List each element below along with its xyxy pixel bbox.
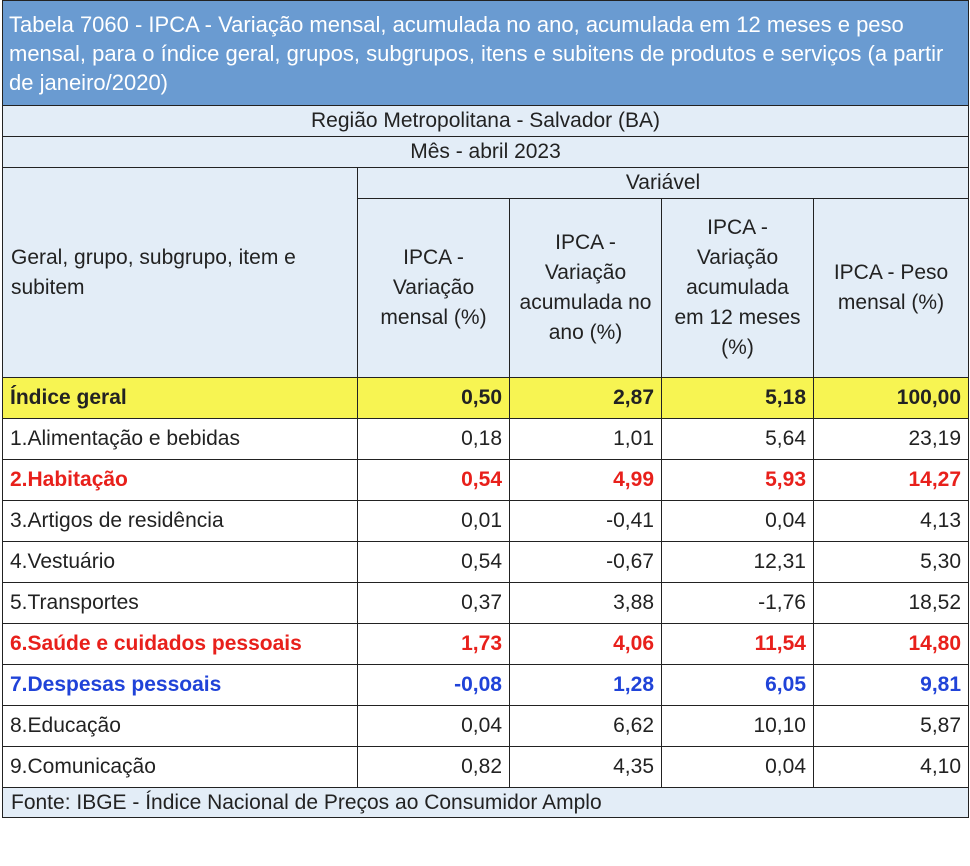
table-row: 7.Despesas pessoais -0,08 1,28 6,05 9,81 <box>2 664 970 706</box>
row-label: 2.Habitação <box>2 459 358 501</box>
cell-value: 2,87 <box>509 377 662 419</box>
cell-value: 0,54 <box>357 459 510 501</box>
cell-value: -0,41 <box>509 500 662 542</box>
table-row: 6.Saúde e cuidados pessoais 1,73 4,06 11… <box>2 623 970 665</box>
row-label: 4.Vestuário <box>2 541 358 583</box>
column-header-ytd: IPCA - Variação acumulada no ano (%) <box>509 198 662 378</box>
row-label: 8.Educação <box>2 705 358 747</box>
ipca-table-container: Tabela 7060 - IPCA - Variação mensal, ac… <box>1 0 970 818</box>
column-header-12m: IPCA - Variação acumulada em 12 meses (%… <box>661 198 814 378</box>
cell-value: 0,04 <box>661 746 814 788</box>
cell-value: 12,31 <box>661 541 814 583</box>
cell-value: 0,04 <box>661 500 814 542</box>
row-label: 3.Artigos de residência <box>2 500 358 542</box>
cell-value: 5,64 <box>661 418 814 460</box>
table-row: 1.Alimentação e bebidas 0,18 1,01 5,64 2… <box>2 418 970 460</box>
cell-value: 6,05 <box>661 664 814 706</box>
cell-value: 6,62 <box>509 705 662 747</box>
cell-value: 0,01 <box>357 500 510 542</box>
table-row: 9.Comunicação 0,82 4,35 0,04 4,10 <box>2 746 970 788</box>
cell-value: -0,67 <box>509 541 662 583</box>
cell-value: -1,76 <box>661 582 814 624</box>
cell-value: -0,08 <box>357 664 510 706</box>
table-row: 4.Vestuário 0,54 -0,67 12,31 5,30 <box>2 541 970 583</box>
cell-value: 4,13 <box>812 500 970 542</box>
cell-value: 0,18 <box>357 418 510 460</box>
cell-value: 23,19 <box>812 418 970 460</box>
cell-value: 5,30 <box>812 541 970 583</box>
cell-value: 1,01 <box>509 418 662 460</box>
cell-value: 9,81 <box>812 664 970 706</box>
cell-value: 14,27 <box>812 459 970 501</box>
cell-value: 3,88 <box>509 582 662 624</box>
table-row: Índice geral 0,50 2,87 5,18 100,00 <box>2 377 970 419</box>
table-row: 3.Artigos de residência 0,01 -0,41 0,04 … <box>2 500 970 542</box>
cell-value: 5,93 <box>661 459 814 501</box>
row-label: 5.Transportes <box>2 582 358 624</box>
cell-value: 0,82 <box>357 746 510 788</box>
month-label: Mês - abril 2023 <box>1 136 970 168</box>
cell-value: 1,73 <box>357 623 510 665</box>
row-label: Índice geral <box>2 377 358 419</box>
cell-value: 0,04 <box>357 705 510 747</box>
row-header: Geral, grupo, subgrupo, item e subitem <box>2 167 358 378</box>
variable-header: Variável <box>356 167 970 199</box>
cell-value: 1,28 <box>509 664 662 706</box>
source-row: Fonte: IBGE - Índice Nacional de Preços … <box>1 787 970 818</box>
cell-value: 4,99 <box>509 459 662 501</box>
cell-value: 11,54 <box>661 623 814 665</box>
row-label: 1.Alimentação e bebidas <box>2 418 358 460</box>
row-label: 7.Despesas pessoais <box>2 664 358 706</box>
column-header-monthly: IPCA - Variação mensal (%) <box>357 198 510 378</box>
column-header-weight: IPCA - Peso mensal (%) <box>812 198 970 378</box>
cell-value: 4,10 <box>812 746 970 788</box>
ipca-table: Tabela 7060 - IPCA - Variação mensal, ac… <box>1 0 970 818</box>
table-row: 8.Educação 0,04 6,62 10,10 5,87 <box>2 705 970 747</box>
cell-value: 10,10 <box>661 705 814 747</box>
row-header-label: Geral, grupo, subgrupo, item e subitem <box>11 245 296 299</box>
table-row: 2.Habitação 0,54 4,99 5,93 14,27 <box>2 459 970 501</box>
row-label: 6.Saúde e cuidados pessoais <box>2 623 358 665</box>
cell-value: 4,35 <box>509 746 662 788</box>
table-title: Tabela 7060 - IPCA - Variação mensal, ac… <box>1 0 970 106</box>
cell-value: 18,52 <box>812 582 970 624</box>
region-label: Região Metropolitana - Salvador (BA) <box>1 105 970 137</box>
row-label: 9.Comunicação <box>2 746 358 788</box>
source-note: Fonte: IBGE - Índice Nacional de Preços … <box>1 787 970 818</box>
cell-value: 14,80 <box>812 623 970 665</box>
cell-value: 0,37 <box>357 582 510 624</box>
cell-value: 0,54 <box>357 541 510 583</box>
table-row: 5.Transportes 0,37 3,88 -1,76 18,52 <box>2 582 970 624</box>
cell-value: 100,00 <box>812 377 970 419</box>
cell-value: 5,18 <box>661 377 814 419</box>
cell-value: 0,50 <box>357 377 510 419</box>
cell-value: 5,87 <box>812 705 970 747</box>
cell-value: 4,06 <box>509 623 662 665</box>
